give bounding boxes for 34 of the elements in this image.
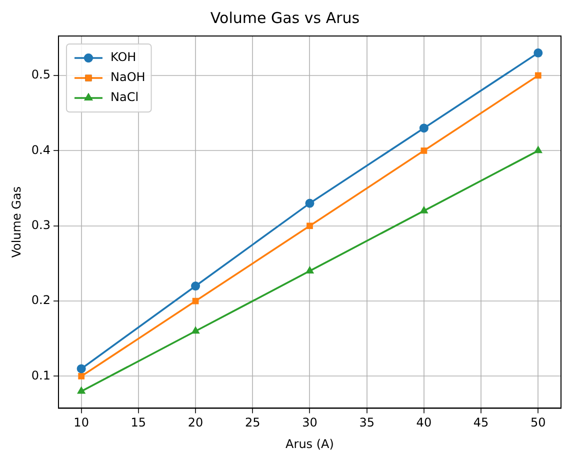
x-tick-label: 20 (188, 416, 204, 430)
y-tick-label: 0.1 (31, 368, 50, 382)
point (306, 222, 313, 230)
point (534, 146, 542, 154)
y-axis-title: Volume Gas (9, 186, 24, 258)
point (305, 266, 314, 274)
legend-label: NaOH (110, 70, 146, 84)
legend-label: KOH (110, 50, 136, 64)
y-tick-label: 0.5 (31, 68, 50, 82)
x-tick-label: 50 (530, 416, 546, 430)
point (191, 282, 200, 291)
chart-title: Volume Gas vs Arus (210, 8, 360, 27)
point (420, 147, 428, 154)
point (76, 386, 86, 394)
point (78, 373, 85, 380)
x-tick-label: 25 (244, 416, 260, 430)
y-tick-label: 0.4 (31, 142, 50, 157)
point (419, 124, 428, 133)
point (191, 326, 200, 334)
point (534, 48, 543, 58)
point (534, 72, 542, 79)
x-tick-label: 45 (473, 416, 489, 430)
x-tick-label: 15 (130, 416, 146, 430)
x-tick-label: 10 (74, 416, 89, 430)
point (76, 364, 86, 374)
point (420, 206, 428, 214)
point (305, 198, 314, 208)
y-tick-label: 0.2 (31, 293, 50, 308)
x-tick-label: 40 (416, 416, 432, 430)
x-tick-label: 35 (359, 416, 374, 430)
x-tick-label: 30 (302, 416, 318, 430)
x-axis-title: Arus (A) (286, 436, 334, 451)
legend-label: NaCl (110, 90, 139, 104)
y-tick-label: 0.3 (31, 218, 50, 232)
